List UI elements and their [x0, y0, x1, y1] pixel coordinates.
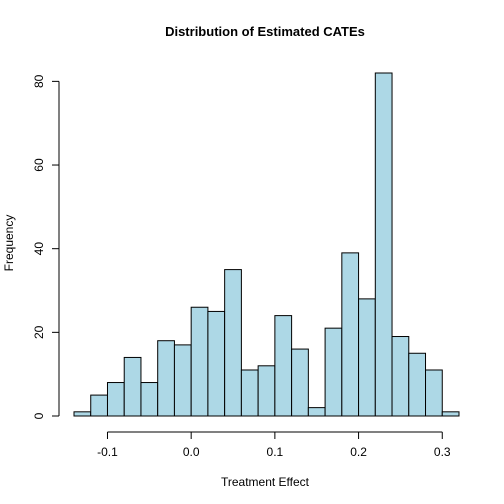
y-axis: 0 20 40 60 80	[32, 74, 60, 419]
histogram-bar	[190, 306, 209, 417]
histogram-bar	[374, 72, 393, 417]
histogram-bar	[157, 340, 175, 417]
y-tick-label: 60	[32, 158, 46, 172]
chart-title: Distribution of Estimated CATEs	[165, 24, 365, 39]
histogram-bar	[207, 310, 226, 417]
y-tick-label: 40	[32, 242, 46, 256]
histogram-bar	[106, 382, 125, 417]
histogram-bar	[140, 382, 159, 417]
histogram-bar	[240, 369, 259, 417]
bars-group	[73, 72, 460, 417]
y-tick-label: 80	[32, 74, 46, 88]
histogram-bar	[391, 336, 410, 417]
x-tick-label: 0.2	[350, 445, 367, 459]
histogram-bar	[257, 365, 276, 417]
x-tick-label: 0.1	[267, 445, 284, 459]
y-tick-label: 0	[32, 412, 46, 419]
histogram-bar	[224, 269, 242, 417]
x-axis-label: Treatment Effect	[221, 475, 310, 489]
x-tick-label: -0.1	[97, 445, 118, 459]
x-axis: -0.1 0.0 0.1 0.2 0.3	[97, 431, 451, 459]
histogram-bar	[173, 344, 192, 417]
histogram-bar	[324, 327, 343, 417]
histogram-bar	[90, 394, 108, 417]
histogram-bar	[291, 348, 309, 417]
histogram-bar	[123, 356, 142, 417]
y-axis-label: Frequency	[2, 215, 16, 272]
histogram-bar	[441, 411, 460, 417]
y-tick-label: 20	[32, 325, 46, 339]
histogram-bar	[341, 252, 360, 417]
histogram-bar	[425, 369, 443, 417]
histogram-bar	[408, 352, 427, 417]
histogram-bar	[274, 315, 293, 417]
x-tick-label: 0.3	[434, 445, 451, 459]
histogram-bar	[73, 411, 92, 417]
x-tick-label: 0.0	[183, 445, 200, 459]
histogram-bar	[358, 298, 376, 417]
histogram-bar	[307, 407, 326, 417]
